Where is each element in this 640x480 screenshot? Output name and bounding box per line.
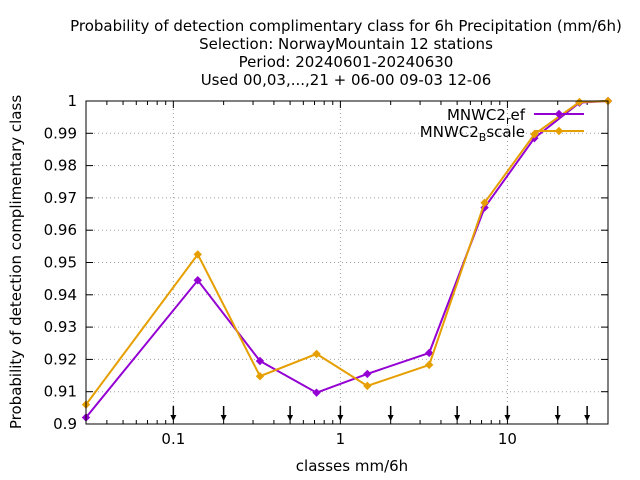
threshold-arrow-head [337,415,344,421]
series-2-point [424,360,434,370]
legend-marker-1 [554,109,564,119]
legend-label-1: MNWC2ref [447,106,526,127]
series-2-point [530,130,539,139]
y-tick-label: 0.98 [44,157,77,175]
series-2-point [363,381,372,391]
plot-frame [85,100,609,425]
y-tick-label: 0.9 [53,415,77,433]
legend-entry-1: MNWC2ref [447,106,584,127]
y-tick-label: 0.94 [44,286,77,304]
threshold-arrow-head [287,415,294,421]
title-line-1: Probability of detection complimentary c… [70,17,622,35]
series-1-point [193,276,202,285]
threshold-arrow-head [584,415,591,421]
series-1-point [255,356,265,366]
class-threshold-arrows [170,406,591,421]
y-tick-label: 0.97 [44,189,77,207]
x-axis-label: classes mm/6h [296,457,408,475]
legend-entry-2: MNWC2Bscale [420,123,584,144]
chart-title: Probability of detection complimentary c… [70,17,622,89]
y-axis-ticks: 0.9 0.91 0.92 0.93 0.94 0.95 0.96 0.97 0.98 0.99 1 [44,92,608,433]
series-2-point [480,198,489,207]
x-tick-label: 0.1 [161,430,185,448]
y-tick-label: 0.93 [44,318,77,336]
title-line-2: Selection: NorwayMountain 12 stations [199,35,493,53]
legend-label-1-sub: r [506,114,511,127]
grid [86,101,608,424]
series-2-point [255,371,265,381]
series-2-point [312,349,321,359]
y-axis-label: Probability of detection complimentary c… [7,95,25,429]
threshold-arrow-head [554,415,561,421]
legend-label-2-main: MNWC2 [420,123,479,141]
series-line-1 [85,100,609,419]
series-1-point [363,369,372,379]
series-line-2 [85,100,609,406]
x-tick-label: 1 [336,430,346,448]
series-1-point [312,388,321,397]
legend-label-2-sub: B [479,131,487,144]
title-line-3: Period: 20240601-20240630 [239,53,454,71]
y-tick-label: 0.99 [44,124,77,142]
x-axis-ticks: 0.1 1 10 [106,101,588,448]
y-tick-label: 1 [67,92,77,110]
legend-label-1-rest: ef [510,106,525,124]
legend-label-1-main: MNWC2 [447,106,506,124]
series-1-point [424,348,434,358]
y-tick-label: 0.95 [44,254,77,272]
x-tick-label: 10 [498,430,517,448]
legend-marker-2 [554,126,564,136]
series-lines [81,96,613,422]
threshold-arrow-head [387,415,394,421]
y-tick-label: 0.96 [44,221,77,239]
legend: MNWC2ref MNWC2Bscale [420,106,584,144]
threshold-arrow-head [454,415,461,421]
series-2-point [193,250,202,259]
y-tick-label: 0.91 [44,383,77,401]
legend-label-2-rest: scale [486,123,525,141]
threshold-arrow-head [504,415,511,421]
threshold-arrow-head [170,415,177,421]
title-line-4: Used 00,03,...,21 + 06-00 09-03 12-06 [201,71,492,89]
y-tick-label: 0.92 [44,350,77,368]
threshold-arrow-head [220,415,227,421]
legend-label-2: MNWC2Bscale [420,123,525,144]
